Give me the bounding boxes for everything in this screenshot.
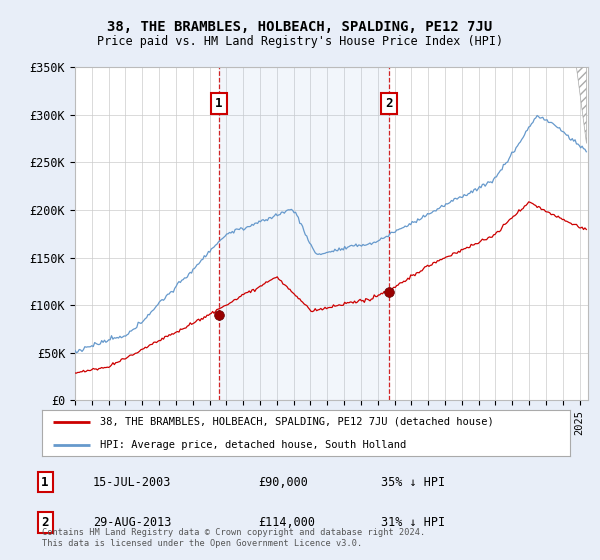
Text: Price paid vs. HM Land Registry's House Price Index (HPI): Price paid vs. HM Land Registry's House … — [97, 35, 503, 48]
Text: 15-JUL-2003: 15-JUL-2003 — [93, 475, 172, 489]
Text: Contains HM Land Registry data © Crown copyright and database right 2024.
This d: Contains HM Land Registry data © Crown c… — [42, 528, 425, 548]
Text: 38, THE BRAMBLES, HOLBEACH, SPALDING, PE12 7JU: 38, THE BRAMBLES, HOLBEACH, SPALDING, PE… — [107, 20, 493, 34]
Text: 29-AUG-2013: 29-AUG-2013 — [93, 516, 172, 529]
Text: 38, THE BRAMBLES, HOLBEACH, SPALDING, PE12 7JU (detached house): 38, THE BRAMBLES, HOLBEACH, SPALDING, PE… — [100, 417, 494, 427]
Text: 2: 2 — [385, 97, 392, 110]
Bar — [218, 67, 389, 400]
Text: £90,000: £90,000 — [258, 475, 308, 489]
Text: HPI: Average price, detached house, South Holland: HPI: Average price, detached house, Sout… — [100, 440, 406, 450]
Text: 1: 1 — [41, 475, 49, 489]
Text: 35% ↓ HPI: 35% ↓ HPI — [381, 475, 445, 489]
Text: £114,000: £114,000 — [258, 516, 315, 529]
Polygon shape — [576, 67, 586, 143]
Text: 2: 2 — [41, 516, 49, 529]
Text: 31% ↓ HPI: 31% ↓ HPI — [381, 516, 445, 529]
Text: 1: 1 — [215, 97, 223, 110]
